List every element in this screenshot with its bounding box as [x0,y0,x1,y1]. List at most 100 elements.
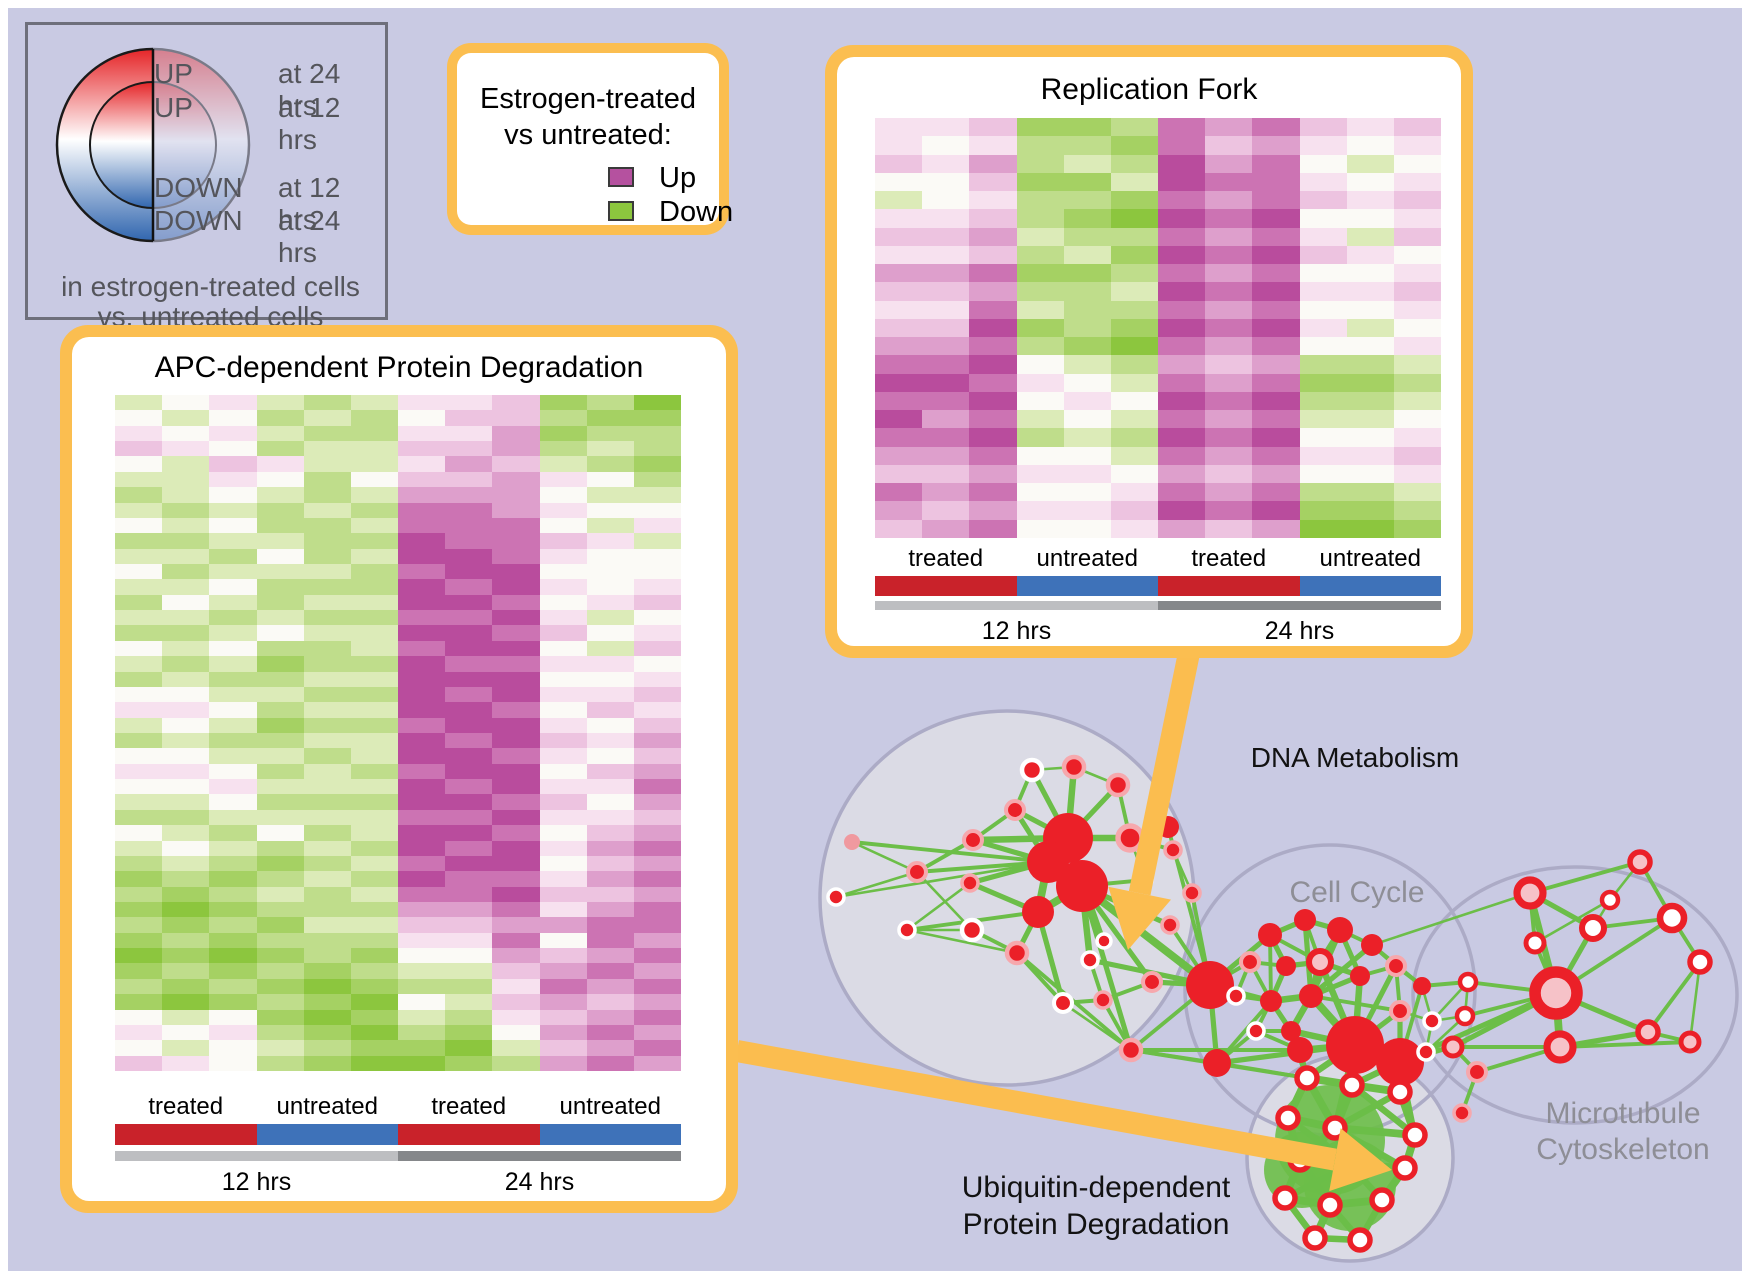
heatmap-cell [1110,355,1158,374]
heatmap-cell [1346,118,1394,137]
treated-bar [115,1124,257,1145]
heatmap-cell [209,1040,257,1056]
heatmap-cell [492,533,540,549]
heatmap-cell [350,825,398,841]
apc-group-treated-24: treated [431,1093,507,1120]
heatmap-cell [539,1040,587,1056]
heatmap-cell [398,610,446,626]
heatmap-cell [256,625,304,641]
heatmap-cell [1252,446,1300,465]
heatmap-cell [445,1040,493,1056]
heatmap-cell [1158,245,1206,265]
heatmap-cell [162,840,210,856]
heatmap-cell [586,686,634,703]
heatmap-cell [445,563,493,580]
heatmap-cell [303,1055,351,1071]
heatmap-cell [1346,428,1394,447]
up12-time: at 12 hrs [278,92,341,155]
rf-time-labels: 12 hrs 24 hrs [875,617,1441,647]
ub-label-line2: Protein Degradation [962,1208,1230,1241]
heatmap-cell [115,901,163,918]
network-node [897,920,917,940]
heatmap-cell [209,533,257,549]
heatmap-cell [209,978,257,995]
heatmap-cell [492,425,540,442]
down-color-swatch [608,201,634,221]
heatmap-cell [445,395,493,411]
heatmap-cell [875,391,923,411]
heatmap-cell [633,1040,681,1056]
heatmap-cell [209,932,257,949]
heatmap-cell [1393,318,1441,338]
heatmap-cell [1063,209,1111,228]
heatmap-cell [445,932,493,949]
heatmap-cell [398,487,446,503]
heatmap-cell [445,1055,493,1071]
heatmap-cell [162,732,210,749]
network-node [1294,909,1316,931]
heatmap-cell [1016,355,1064,374]
heatmap-cell [1016,483,1064,502]
heatmap-cell [445,502,493,518]
apc-time-labels: 12 hrs 24 hrs [115,1168,681,1198]
heatmap-cell [969,191,1017,210]
heatmap-cell [492,640,540,657]
heatmap-cell [256,1024,304,1041]
heatmap-cell [1205,483,1253,502]
heatmap-cell [303,702,351,718]
heatmap-cell [1016,282,1064,301]
heatmap-cell [350,548,398,564]
network-edge [905,881,972,932]
network-node [1361,934,1383,956]
heatmap-cell [539,763,587,780]
heatmap-cell [303,1040,351,1056]
network-node [1118,1037,1144,1063]
heatmap-cell [162,456,210,472]
heatmap-cell [115,410,163,426]
heatmap-cell [633,901,681,918]
heatmap-cell [256,1055,304,1071]
bar-12hrs [875,601,1158,610]
heatmap-cell [398,1009,446,1025]
heatmap-cell [445,456,493,472]
heatmap-cell [1063,136,1111,155]
heatmap-cell [350,901,398,918]
heatmap-cell [398,656,446,672]
network-node [1326,1016,1384,1074]
untreated-bar [256,1124,398,1145]
heatmap-cell [1063,355,1111,374]
heatmap-cell [115,886,163,902]
heatmap-cell [1393,245,1441,265]
heatmap-cell [1299,464,1347,484]
network-node [1203,1049,1231,1077]
heatmap-cell [586,517,634,534]
heatmap-cell [398,410,446,426]
heatmap-cell [209,471,257,488]
heatmap-cell [1205,245,1253,265]
heatmap-cell [1299,136,1347,155]
heatmap-cell [256,594,304,611]
heatmap-cell [1110,136,1158,155]
heatmap-cell [256,763,304,780]
heatmap-cell [1063,501,1111,520]
heatmap-cell [539,656,587,672]
heatmap-cell [445,610,493,626]
heatmap-cell [209,871,257,887]
heatmap-cell [303,763,351,780]
mt-label-line2: Cytoskeleton [1536,1133,1710,1166]
heatmap-cell [1110,172,1158,192]
heatmap-cell [633,410,681,426]
heatmap-cell [1158,464,1206,484]
heatmap-cell [875,209,923,228]
heatmap-cell [303,840,351,856]
heatmap-cell [115,563,163,580]
network-edge [834,870,919,899]
heatmap-cell [1299,373,1347,392]
heatmap-cell [1299,483,1347,502]
heatmap-cell [209,671,257,687]
heatmap-cell [256,502,304,518]
heatmap-cell [539,533,587,549]
heatmap-cell [1393,391,1441,411]
heatmap-cell [256,748,304,764]
heatmap-cell [586,963,634,979]
